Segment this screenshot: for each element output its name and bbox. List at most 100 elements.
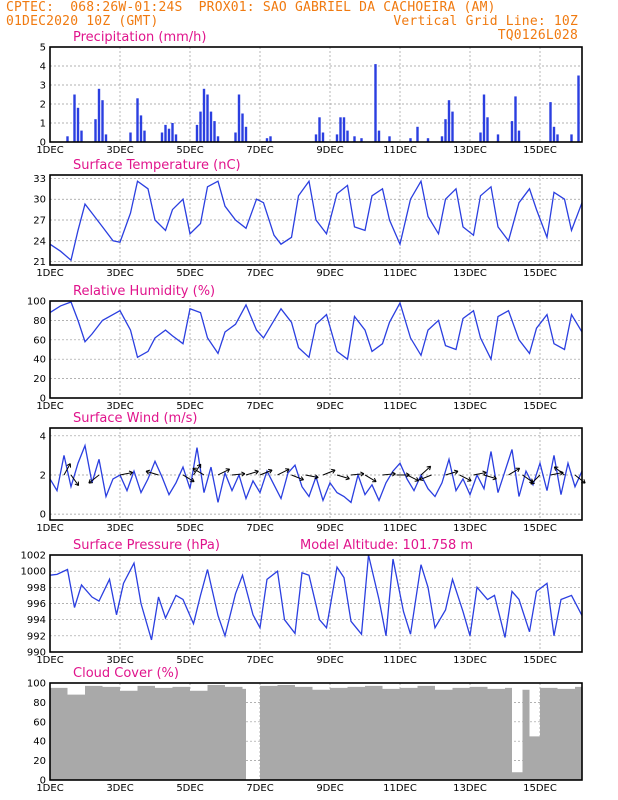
panel-title: Precipitation (mm/h) — [73, 30, 206, 45]
cloud-cover-area — [50, 684, 582, 780]
precip-bar — [496, 134, 500, 142]
x-tick-label: 5DEC — [176, 523, 203, 534]
x-tick-label: 13DEC — [453, 268, 487, 279]
wind-arrow — [119, 471, 133, 476]
y-tick-label: 0 — [40, 394, 46, 405]
wind-arrow — [217, 468, 230, 476]
y-tick-label: 992 — [27, 631, 46, 642]
precip-bar — [216, 136, 220, 142]
precip-bar — [335, 134, 339, 142]
wind-arrow-head — [331, 468, 336, 474]
wind-arrow — [420, 465, 431, 476]
x-tick-label: 9DEC — [316, 783, 343, 794]
wind-arrow — [291, 474, 304, 481]
wind-arrow — [382, 473, 396, 476]
wind-arrow-head — [225, 468, 231, 473]
precip-bar — [101, 100, 104, 142]
wind-arrow — [336, 474, 350, 480]
wind-arrow — [406, 474, 419, 482]
precip-bar — [213, 121, 216, 142]
wind-arrow-head — [192, 467, 197, 473]
precip-bar — [486, 117, 489, 142]
panel-frame — [49, 682, 583, 781]
wind-arrow-head — [285, 468, 290, 473]
y-tick-label: 990 — [27, 648, 46, 659]
x-tick-label: 9DEC — [316, 401, 343, 412]
y-tick-label: 100 — [27, 679, 46, 690]
precip-bar — [318, 117, 321, 142]
y-tick-label: 3 — [40, 81, 46, 92]
precip-bar — [167, 128, 171, 142]
series-line-3 — [49, 443, 583, 504]
wind-arrow-head — [128, 470, 134, 476]
y-tick-label: 4 — [40, 62, 46, 73]
precip-bar — [160, 132, 164, 142]
wind-arrow — [419, 474, 432, 481]
precip-bar — [237, 94, 241, 142]
precip-bar — [374, 64, 377, 142]
x-tick-label: 9DEC — [316, 268, 343, 279]
y-tick-label: 40 — [33, 355, 46, 366]
precip-bar — [339, 117, 342, 142]
precip-bar — [129, 132, 132, 142]
precip-bar — [202, 88, 206, 142]
wind-arrow — [445, 470, 459, 476]
y-tick-label: 998 — [27, 583, 46, 594]
y-tick-label: 100 — [27, 297, 46, 308]
x-tick-label: 5DEC — [176, 268, 203, 279]
wind-arrow-head — [88, 479, 93, 484]
precip-bar — [549, 102, 552, 142]
precip-bar — [209, 111, 213, 142]
panel-5 — [49, 682, 583, 781]
x-tick-label: 7DEC — [246, 783, 273, 794]
x-tick-label: 7DEC — [246, 145, 273, 156]
precip-bar — [570, 134, 573, 142]
header-grid-line: Vertical Grid Line: 10Z — [393, 14, 578, 29]
panel-title: Relative Humidity (%) — [73, 284, 215, 299]
panel-0 — [49, 46, 583, 143]
wind-arrow — [245, 470, 259, 476]
series-line-4 — [49, 554, 583, 641]
x-tick-label: 13DEC — [453, 401, 487, 412]
wind-arrow — [322, 469, 336, 476]
precip-bar — [244, 126, 248, 142]
y-tick-label: 20 — [33, 374, 46, 385]
panel-frame — [49, 46, 583, 143]
x-tick-label: 3DEC — [106, 523, 133, 534]
wind-arrow — [473, 471, 487, 476]
model-altitude-label: Model Altitude: 101.758 m — [300, 538, 473, 553]
x-tick-label: 15DEC — [523, 655, 557, 666]
x-tick-label: 15DEC — [523, 783, 557, 794]
y-tick-label: 40 — [33, 737, 46, 748]
y-tick-label: 2 — [40, 470, 46, 481]
x-tick-label: 5DEC — [176, 783, 203, 794]
precip-bar — [517, 130, 521, 142]
x-tick-label: 1DEC — [36, 783, 63, 794]
precip-bar — [104, 134, 108, 142]
y-tick-label: 1 — [40, 119, 46, 130]
x-tick-label: 9DEC — [316, 145, 343, 156]
panel-2 — [49, 300, 583, 399]
panel-frame — [49, 427, 583, 521]
precip-bar — [577, 75, 580, 142]
x-tick-label: 1DEC — [36, 401, 63, 412]
x-tick-label: 7DEC — [246, 655, 273, 666]
wind-arrow — [364, 474, 377, 483]
x-tick-label: 11DEC — [383, 523, 417, 534]
wind-arrow-head — [241, 471, 246, 477]
precip-bar — [426, 138, 430, 142]
wind-arrow-head — [299, 476, 304, 482]
y-tick-label: 21 — [33, 257, 46, 268]
y-tick-label: 4 — [40, 431, 46, 442]
y-tick-label: 5 — [40, 43, 46, 54]
precip-bar — [73, 94, 76, 142]
wind-arrow-head — [553, 466, 559, 471]
wind-arrow-head — [74, 481, 80, 487]
panel-title: Surface Pressure (hPa) — [73, 538, 220, 553]
header-model-code: TQ0126L028 — [497, 28, 578, 43]
x-tick-label: 11DEC — [383, 401, 417, 412]
wind-arrow — [530, 474, 541, 485]
wind-arrow-head — [453, 469, 459, 475]
x-tick-label: 3DEC — [106, 401, 133, 412]
precip-bar — [66, 136, 69, 142]
